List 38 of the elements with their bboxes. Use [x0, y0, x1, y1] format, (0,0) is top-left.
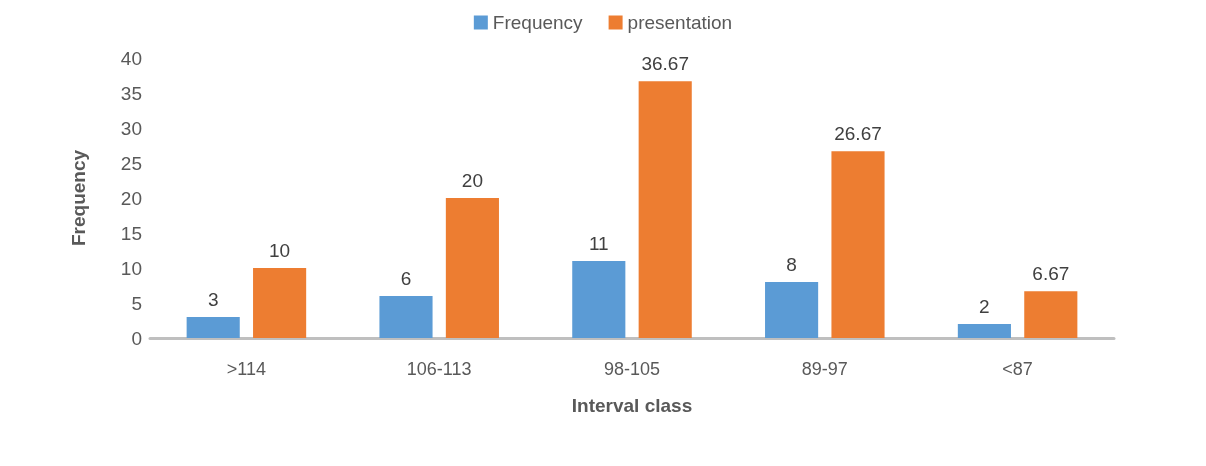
bar	[1024, 291, 1078, 338]
bar	[957, 324, 1011, 338]
bar	[445, 198, 499, 338]
legend-label: presentation	[627, 12, 733, 33]
y-tick-label: 25	[120, 152, 142, 174]
x-tick-label: 98-105	[603, 359, 661, 379]
y-tick-label: 35	[120, 82, 142, 104]
bar	[186, 317, 240, 338]
x-tick-label: 89-97	[801, 359, 848, 379]
y-tick-label: 30	[120, 117, 142, 139]
data-label: 11	[588, 233, 609, 254]
data-label: 26.67	[834, 123, 882, 145]
x-tick-label: <87	[1002, 359, 1033, 379]
y-axis-title: Frequency	[68, 149, 89, 247]
data-label: 36.67	[641, 53, 689, 75]
y-tick-label: 40	[120, 47, 142, 69]
data-label: 20	[461, 170, 483, 191]
bar	[638, 81, 692, 338]
x-tick-label: 106-113	[406, 359, 472, 379]
data-label: 10	[269, 240, 291, 261]
bar	[572, 261, 626, 338]
bar	[253, 268, 307, 338]
data-label: 3	[207, 289, 219, 310]
data-label: 2	[979, 296, 990, 317]
y-tick-label: 10	[120, 257, 142, 279]
bar	[831, 151, 885, 338]
bar	[765, 282, 819, 338]
y-tick-label: 5	[131, 292, 142, 314]
bar	[379, 296, 433, 338]
x-axis-title: Interval class	[571, 395, 693, 416]
y-tick-label: 15	[120, 222, 142, 244]
legend-label: Frequency	[492, 12, 584, 33]
data-label: 6.67	[1032, 263, 1070, 285]
y-tick-label: 0	[131, 327, 142, 349]
x-tick-label: >114	[226, 359, 267, 379]
y-tick-label: 20	[120, 187, 142, 209]
data-label: 8	[786, 254, 797, 275]
data-label: 6	[400, 268, 412, 289]
